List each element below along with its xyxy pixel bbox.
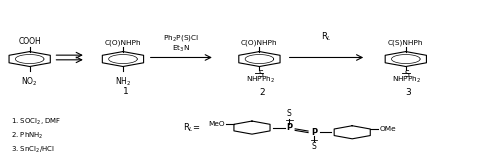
Text: 1. SOCl$_2$, DMF: 1. SOCl$_2$, DMF <box>11 117 62 127</box>
Text: OMe: OMe <box>379 126 396 132</box>
Text: 3: 3 <box>405 88 411 97</box>
Text: C(O)NHPh: C(O)NHPh <box>241 40 278 46</box>
Text: Et$_3$N: Et$_3$N <box>172 44 190 54</box>
Text: S: S <box>258 70 263 79</box>
Text: NHPPh$_2$: NHPPh$_2$ <box>246 75 275 85</box>
Text: R$_L$: R$_L$ <box>321 31 332 43</box>
Text: Ph$_2$P(S)Cl: Ph$_2$P(S)Cl <box>163 33 199 43</box>
Text: C(O)NHPh: C(O)NHPh <box>105 40 141 46</box>
Text: NHPPh$_2$: NHPPh$_2$ <box>392 75 422 85</box>
Text: MeO: MeO <box>209 121 225 127</box>
Text: S: S <box>287 109 291 118</box>
Text: 2. PhNH$_2$: 2. PhNH$_2$ <box>11 131 44 141</box>
Text: 2: 2 <box>259 88 264 97</box>
Text: 3. SnCl$_2$/HCl: 3. SnCl$_2$/HCl <box>11 145 55 155</box>
Text: R$_L$=: R$_L$= <box>183 121 200 134</box>
Text: P: P <box>286 123 292 132</box>
Text: P: P <box>311 128 317 137</box>
Text: 1: 1 <box>123 87 128 96</box>
Text: NO$_2$: NO$_2$ <box>21 76 38 88</box>
Text: C(S)NHPh: C(S)NHPh <box>388 40 424 46</box>
Text: S: S <box>404 70 409 79</box>
Text: COOH: COOH <box>18 37 41 46</box>
Text: S: S <box>312 142 316 151</box>
Text: NH$_2$: NH$_2$ <box>115 75 131 88</box>
